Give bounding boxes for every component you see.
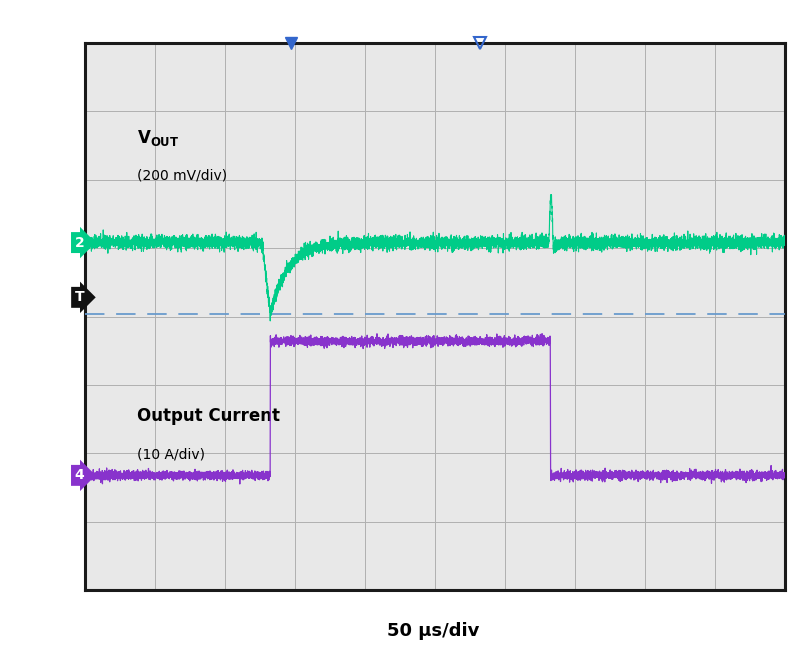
Text: (200 mV/div): (200 mV/div)	[138, 169, 227, 182]
Text: Output Current: Output Current	[138, 407, 281, 425]
Text: 2: 2	[74, 236, 84, 249]
Text: 50 μs/div: 50 μs/div	[387, 622, 479, 640]
Text: 4: 4	[74, 468, 84, 482]
Text: T: T	[74, 291, 84, 304]
Text: V$_{\mathregular{OUT}}$: V$_{\mathregular{OUT}}$	[138, 127, 180, 148]
Text: (10 A/div): (10 A/div)	[138, 448, 205, 462]
